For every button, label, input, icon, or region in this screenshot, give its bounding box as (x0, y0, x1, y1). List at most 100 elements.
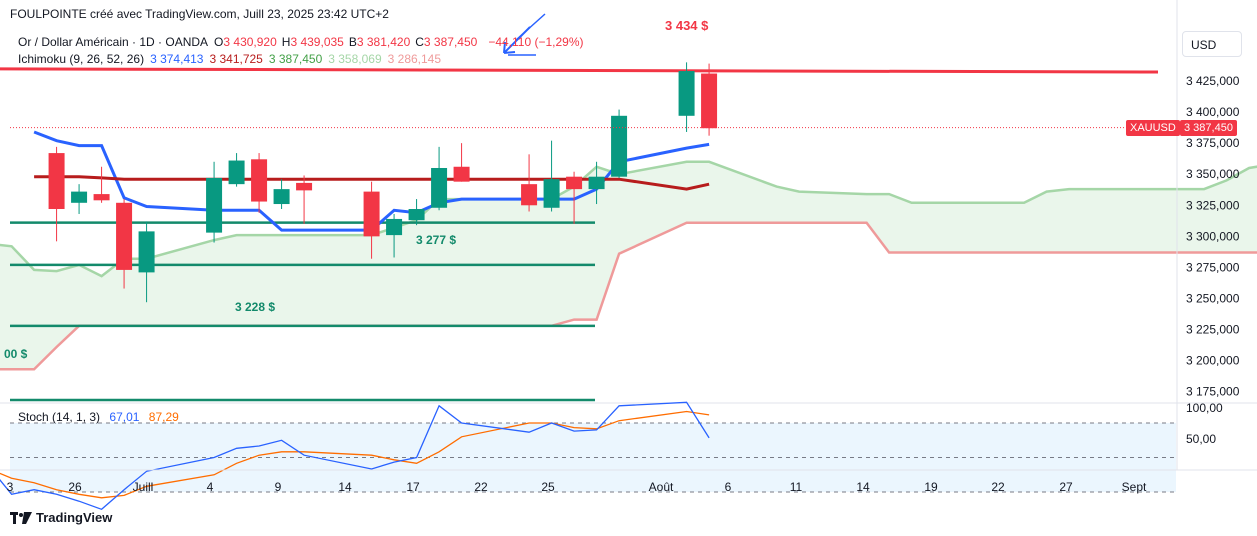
candle-10 (363, 181, 380, 259)
stoch-legend[interactable]: Stoch (14, 1, 3) 67,01 87,29 (18, 410, 179, 424)
stoch-k-line (0, 401, 710, 511)
tradingview-logo-icon (10, 511, 32, 524)
annotation-arrow-tail-icon (508, 13, 546, 56)
time-tick-label: 17 (406, 480, 420, 494)
time-tick-label: 14 (856, 480, 870, 494)
candle-18 (588, 161, 605, 205)
time-tick-label: Juill (133, 480, 154, 494)
price-tick-label: 3 425,000 (1186, 74, 1240, 88)
candle-21 (701, 63, 718, 136)
time-tick-label: 6 (725, 480, 732, 494)
time-tick-label: 14 (338, 480, 352, 494)
candle-6 (228, 153, 245, 187)
ichimoku-label: Ichimoku (9, 26, 52, 26) (18, 52, 145, 66)
time-tick-label: 11 (790, 480, 803, 494)
tradingview-logo[interactable]: TradingView (10, 510, 112, 525)
ichimoku-values: 3 374,413 3 341,725 3 387,450 3 358,069 3 28… (150, 51, 447, 68)
price-axis[interactable]: 3 425,000 3 400,000 3 375,000 3 350,000 3 32… (1176, 0, 1240, 470)
candle-body (611, 115, 628, 177)
price-change: −44,110 (−1,29%) (488, 35, 584, 49)
ohlc-c: C3 387,450 (415, 35, 478, 49)
chart-credit: FOULPOINTE créé avec TradingView.com, Ju… (10, 7, 389, 21)
stoch-label: Stoch (14, 1, 3) (18, 410, 101, 424)
candle-body (138, 231, 155, 273)
candle-3 (116, 199, 133, 289)
level-label-partial: 00 $ (4, 347, 28, 361)
candle-0 (48, 146, 65, 242)
price-tick-label: 3 375,000 (1186, 136, 1240, 150)
stoch-axis-50: 50,00 (1186, 432, 1216, 446)
candle-body (386, 218, 403, 236)
stochastic-pane: 100,00 50,00 (0, 401, 1257, 511)
candle-body (228, 160, 245, 185)
currency-button[interactable]: USD (1182, 31, 1242, 57)
level-label-3228: 3 228 $ (235, 300, 275, 314)
stoch-axis-100: 100,00 (1186, 401, 1223, 415)
time-tick-label: Sept (1122, 480, 1147, 494)
ichimoku-value-4: 3 286,145 (387, 52, 442, 66)
price-tick-label: 3 250,000 (1186, 291, 1240, 305)
candle-12 (408, 199, 425, 226)
time-tick-label: Août (649, 480, 674, 494)
stoch-k-value: 67,01 (109, 410, 140, 424)
price-tick-label: 3 200,000 (1186, 354, 1240, 368)
time-tick-label: 22 (474, 480, 488, 494)
time-tick-label: 25 (541, 480, 555, 494)
candlesticks (48, 62, 718, 303)
stoch-d-line (0, 410, 710, 499)
symbol-title: Or / Dollar Américain · 1D · OANDA (18, 35, 209, 49)
support-resistance-lines (0, 67, 1159, 402)
ohlc-h: H3 439,035 (281, 35, 344, 49)
candle-body (93, 194, 110, 201)
chart-legend: Or / Dollar Américain · 1D · OANDA O3 43… (18, 34, 584, 68)
candle-2 (93, 166, 110, 203)
candle-body (116, 202, 133, 270)
time-tick-label: 26 (68, 480, 82, 494)
ichimoku-value-3: 3 358,069 (328, 52, 382, 66)
symbol-legend-row[interactable]: Or / Dollar Américain · 1D · OANDA O3 43… (18, 34, 584, 51)
candle-body (273, 189, 290, 205)
ichimoku-value-0: 3 374,413 (150, 52, 204, 66)
candle-body (678, 71, 695, 116)
candle-13 (431, 146, 448, 211)
candle-19 (611, 109, 628, 178)
ichimoku-value-2: 3 387,450 (268, 52, 323, 66)
cloud-fill (0, 161, 1257, 370)
candle-body (48, 153, 65, 210)
candle-body (251, 159, 268, 202)
price-tick-label: 3 225,000 (1186, 323, 1240, 337)
time-tick-label: 4 (207, 480, 214, 494)
candle-4 (138, 221, 155, 303)
candle-7 (251, 153, 268, 213)
cut-price-label: 3 434 $ (665, 18, 709, 33)
ichimoku-value-1: 3 341,725 (209, 52, 263, 66)
candle-body (521, 184, 538, 206)
candle-9 (296, 175, 313, 224)
ohlc-values: O3 430,920 H3 439,035 B3 381,420 C3 387,450 (214, 34, 482, 51)
candle-14 (453, 143, 470, 182)
time-tick-label: 22 (991, 480, 1005, 494)
candle-5 (206, 161, 223, 243)
price-tick-label: 3 175,000 (1186, 385, 1240, 399)
candle-body (408, 209, 425, 221)
candle-body (588, 176, 605, 190)
candle-body (701, 73, 718, 129)
candle-15 (521, 154, 538, 212)
tradingview-logo-text: TradingView (36, 510, 113, 525)
candle-body (431, 167, 448, 208)
candle-body (363, 191, 380, 237)
ichimoku-legend-row[interactable]: Ichimoku (9, 26, 52, 26) 3 374,413 3 341,… (18, 51, 584, 68)
candle-body (296, 182, 313, 191)
price-tick-label: 3 400,000 (1186, 105, 1240, 119)
price-tick-label: 3 300,000 (1186, 229, 1240, 243)
level-label-3277: 3 277 $ (416, 233, 456, 247)
time-axis[interactable]: 3 26 Juill 4 9 14 17 22 25 Août 6 11 14 19 22 27 Sept (0, 469, 1257, 494)
candle-body (453, 166, 470, 182)
annotations: 3 277 $ 3 228 $ 00 $ 3 434 $ (4, 13, 1126, 361)
candle-body (543, 179, 560, 208)
candle-body (566, 176, 583, 190)
candle-8 (273, 179, 290, 210)
price-tick-label: 3 350,000 (1186, 167, 1240, 181)
ohlc-o: O3 430,920 (214, 35, 277, 49)
